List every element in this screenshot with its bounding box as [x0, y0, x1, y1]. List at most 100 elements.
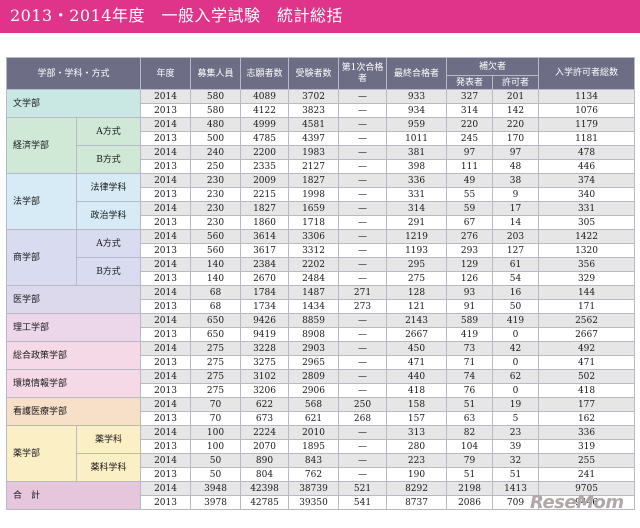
- table-row: 医学部 2014 68 1784 1487 271 128 93 16 144: [5, 285, 636, 314]
- cell-year: 2013: [140, 327, 192, 342]
- table-row: 政治学科 2014 230 1827 1659—314 59 17 331: [7, 201, 636, 230]
- title-banner: 2013・2014年度 一般入学試験 統計総括: [0, 0, 640, 33]
- cell-first-pass: 271: [338, 285, 388, 300]
- subject-name: A方式: [75, 117, 142, 146]
- cell-examinees: 2809: [288, 369, 340, 384]
- cell-examinees: 1895: [288, 439, 340, 454]
- cell-quota: 3948: [190, 481, 242, 496]
- cell-first-pass: 273: [338, 299, 388, 314]
- cell-announced: 74: [446, 369, 494, 384]
- cell-year: 2014: [140, 201, 192, 216]
- cell-examinees: 2903: [288, 341, 340, 356]
- cell-final-pass: 157: [386, 411, 448, 426]
- cell-total-permits: 255: [538, 453, 636, 468]
- cell-quota: 275: [190, 369, 242, 384]
- cell-first-pass: —: [338, 327, 388, 342]
- cell-announced: 51: [446, 397, 494, 412]
- cell-first-pass: —: [338, 173, 388, 188]
- cell-applicants: 1827: [240, 201, 290, 216]
- cell-final-pass: 398: [386, 159, 448, 174]
- cell-total-permits: 1134: [538, 89, 636, 104]
- faculty-name: 総合政策学部: [5, 341, 142, 370]
- cell-announced: 293: [446, 243, 494, 258]
- cell-quota: 140: [190, 257, 242, 272]
- cell-final-pass: 1193: [386, 243, 448, 258]
- cell-final-pass: 313: [386, 425, 448, 440]
- subject-name: 政治学科: [75, 201, 142, 230]
- cell-total-permits: 418: [538, 383, 636, 398]
- table-row: 環境情報学部 2014 275 3102 2809—440 74 62 502: [5, 369, 636, 398]
- cell-quota: 275: [190, 341, 242, 356]
- header-admitted: 許可者: [492, 75, 540, 90]
- cell-final-pass: 2667: [386, 327, 448, 342]
- cell-examinees: 762: [288, 467, 340, 482]
- cell-announced: 59: [446, 201, 494, 216]
- cell-admitted: 54: [492, 271, 540, 286]
- cell-quota: 50: [190, 467, 242, 482]
- table-row: B方式 2014 140 2384 2202—295 129 61 356: [7, 257, 636, 286]
- cell-final-pass: 280: [386, 439, 448, 454]
- cell-admitted: 9: [492, 187, 540, 202]
- cell-examinees: 4581: [288, 117, 340, 132]
- cell-year: 2014: [140, 397, 192, 412]
- cell-first-pass: —: [338, 313, 388, 328]
- cell-first-pass: —: [338, 271, 388, 286]
- cell-final-pass: 1219: [386, 229, 448, 244]
- cell-announced: 71: [446, 355, 494, 370]
- cell-final-pass: 158: [386, 397, 448, 412]
- subject-name: B方式: [75, 145, 142, 174]
- cell-examinees: 8859: [288, 313, 340, 328]
- cell-admitted: 0: [492, 327, 540, 342]
- cell-total-permits: 374: [538, 173, 636, 188]
- cell-quota: 230: [190, 201, 242, 216]
- cell-examinees: 39350: [288, 495, 340, 510]
- statistics-table: 学部・学科・方式 年度 募集人員 志願者数 受験者数 第1次合格者 最終合格者 …: [5, 57, 636, 510]
- cell-total-permits: 492: [538, 341, 636, 356]
- cell-year: 2014: [140, 173, 192, 188]
- cell-final-pass: 418: [386, 383, 448, 398]
- cell-announced: 314: [446, 103, 494, 118]
- cell-applicants: 9419: [240, 327, 290, 342]
- cell-announced: 327: [446, 89, 494, 104]
- cell-announced: 126: [446, 271, 494, 286]
- cell-applicants: 4089: [240, 89, 290, 104]
- cell-applicants: 1734: [240, 299, 290, 314]
- table-row: 経済学部 A方式 2014 480 4999 4581—959 220 220 1179: [6, 117, 636, 174]
- cell-total-permits: 471: [538, 355, 636, 370]
- cell-announced: 93: [446, 285, 494, 300]
- cell-year: 2013: [140, 495, 192, 510]
- cell-admitted: 42: [492, 341, 540, 356]
- cell-total-permits: 1179: [538, 117, 636, 132]
- cell-quota: 650: [190, 327, 242, 342]
- cell-applicants: 2670: [240, 271, 290, 286]
- cell-quota: 240: [190, 145, 242, 160]
- header-applicants: 志願者数: [240, 57, 290, 90]
- cell-announced: 76: [446, 383, 494, 398]
- cell-applicants: 2224: [240, 425, 290, 440]
- table-row: 2013 275 3206 2906—418 76 0 418: [7, 383, 636, 398]
- cell-applicants: 673: [240, 411, 290, 426]
- cell-first-pass: —: [338, 187, 388, 202]
- cell-admitted: 220: [492, 117, 540, 132]
- cell-applicants: 2070: [240, 439, 290, 454]
- cell-first-pass: —: [338, 439, 388, 454]
- cell-examinees: 3823: [288, 103, 340, 118]
- cell-admitted: 170: [492, 131, 540, 146]
- cell-applicants: 890: [240, 453, 290, 468]
- cell-applicants: 2215: [240, 187, 290, 202]
- cell-admitted: 61: [492, 257, 540, 272]
- table-row: 総合政策学部 2014 275 3228 2903—450 73 42 492: [5, 341, 636, 370]
- cell-total-permits: 2667: [538, 327, 636, 342]
- cell-quota: 50: [190, 453, 242, 468]
- cell-total-permits: 177: [538, 397, 636, 412]
- cell-year: 2013: [140, 411, 192, 426]
- cell-examinees: 8908: [288, 327, 340, 342]
- cell-admitted: 17: [492, 201, 540, 216]
- cell-first-pass: —: [338, 257, 388, 272]
- cell-announced: 67: [446, 215, 494, 230]
- cell-examinees: 2010: [288, 425, 340, 440]
- cell-admitted: 39: [492, 439, 540, 454]
- header-final-pass: 最終合格者: [386, 57, 448, 90]
- cell-final-pass: 336: [386, 173, 448, 188]
- cell-announced: 49: [446, 173, 494, 188]
